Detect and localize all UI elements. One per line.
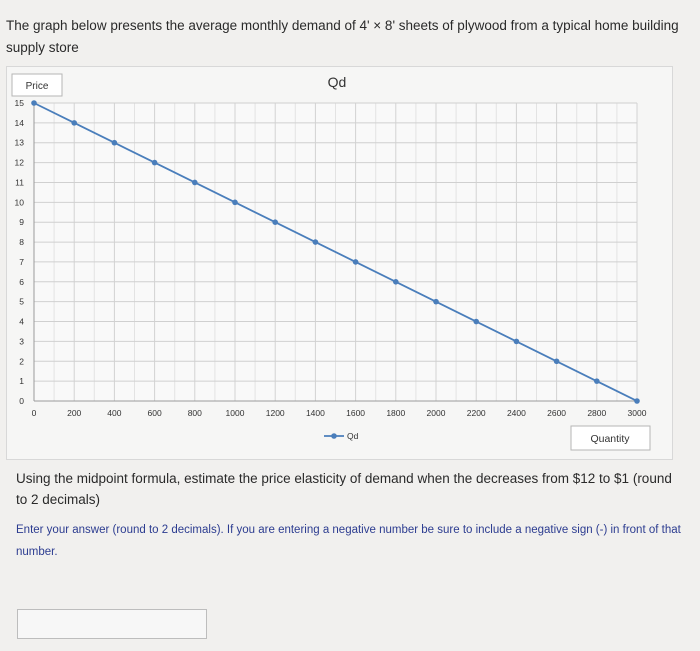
x-tick-label: 1600 — [346, 408, 365, 418]
data-point — [594, 378, 600, 384]
legend-label: Qd — [347, 431, 359, 441]
legend-marker — [331, 433, 337, 439]
data-point — [31, 100, 37, 106]
y-tick-label: 3 — [19, 336, 24, 346]
x-tick-label: 600 — [148, 408, 162, 418]
y-tick-label: 14 — [15, 118, 25, 128]
y-tick-label: 5 — [19, 297, 24, 307]
y-tick-label: 6 — [19, 277, 24, 287]
data-point — [393, 279, 399, 285]
data-point — [312, 239, 319, 245]
data-point — [232, 199, 238, 206]
x-tick-label: 1800 — [386, 408, 405, 418]
x-tick-label: 1000 — [226, 408, 245, 418]
x-axis-label-box — [570, 425, 651, 451]
data-point — [513, 338, 520, 345]
y-tick-label: 15 — [15, 98, 25, 108]
x-tick-label: 2800 — [587, 408, 606, 418]
data-point — [352, 259, 359, 265]
y-tick-label: 9 — [19, 217, 24, 227]
data-point — [634, 398, 640, 404]
y-tick-label: 7 — [19, 257, 24, 267]
y-tick-label: 2 — [19, 356, 24, 366]
x-axis-label: Quantity — [590, 433, 630, 445]
x-tick-label: 2400 — [507, 408, 526, 418]
y-tick-label: 8 — [19, 237, 24, 247]
y-tick-label: 1 — [19, 376, 24, 386]
y-tick-label: 10 — [15, 197, 25, 207]
answer-input[interactable] — [17, 609, 207, 639]
data-point — [272, 219, 279, 225]
x-tick-label: 2200 — [467, 408, 486, 418]
y-tick-label: 0 — [19, 396, 24, 406]
y-tick-label: 12 — [15, 158, 25, 168]
y-tick-label: 4 — [19, 317, 24, 327]
demand-chart: 0 200 400 600 800 1000 1200 1400 1600 1800 2000 220… — [6, 66, 673, 460]
data-point — [151, 159, 158, 166]
data-point — [71, 120, 77, 126]
instruction-text: Enter your answer (round to 2 decimals).… — [16, 524, 681, 558]
grid-lines — [33, 102, 638, 402]
y-tick-label: 13 — [15, 138, 25, 148]
x-tick-label: 3000 — [628, 408, 647, 418]
data-point — [553, 358, 560, 365]
x-tick-label: 200 — [67, 408, 81, 418]
data-point — [111, 139, 118, 146]
x-tick-label: 800 — [188, 408, 202, 418]
series-line — [33, 102, 638, 402]
data-point — [192, 179, 198, 186]
intro-text: The graph below presents the average mon… — [6, 18, 679, 55]
x-tick-label: 400 — [107, 408, 121, 418]
chart-title: Qd — [328, 74, 347, 90]
question-text: Using the midpoint formula, estimate the… — [16, 471, 672, 507]
x-tick-label: 0 — [32, 408, 37, 418]
x-tick-label: 1200 — [266, 408, 285, 418]
y-axis-label-box — [11, 73, 63, 97]
data-point — [433, 298, 439, 305]
x-tick-label: 2000 — [427, 408, 446, 418]
data-point — [473, 318, 480, 325]
x-tick-label: 2600 — [547, 408, 566, 418]
y-tick-label: 11 — [15, 177, 24, 187]
y-axis-label: Price — [26, 81, 49, 92]
x-tick-label: 1400 — [306, 408, 325, 418]
chart-svg: 0 200 400 600 800 1000 1200 1400 1600 1800 2000 220… — [11, 73, 651, 451]
